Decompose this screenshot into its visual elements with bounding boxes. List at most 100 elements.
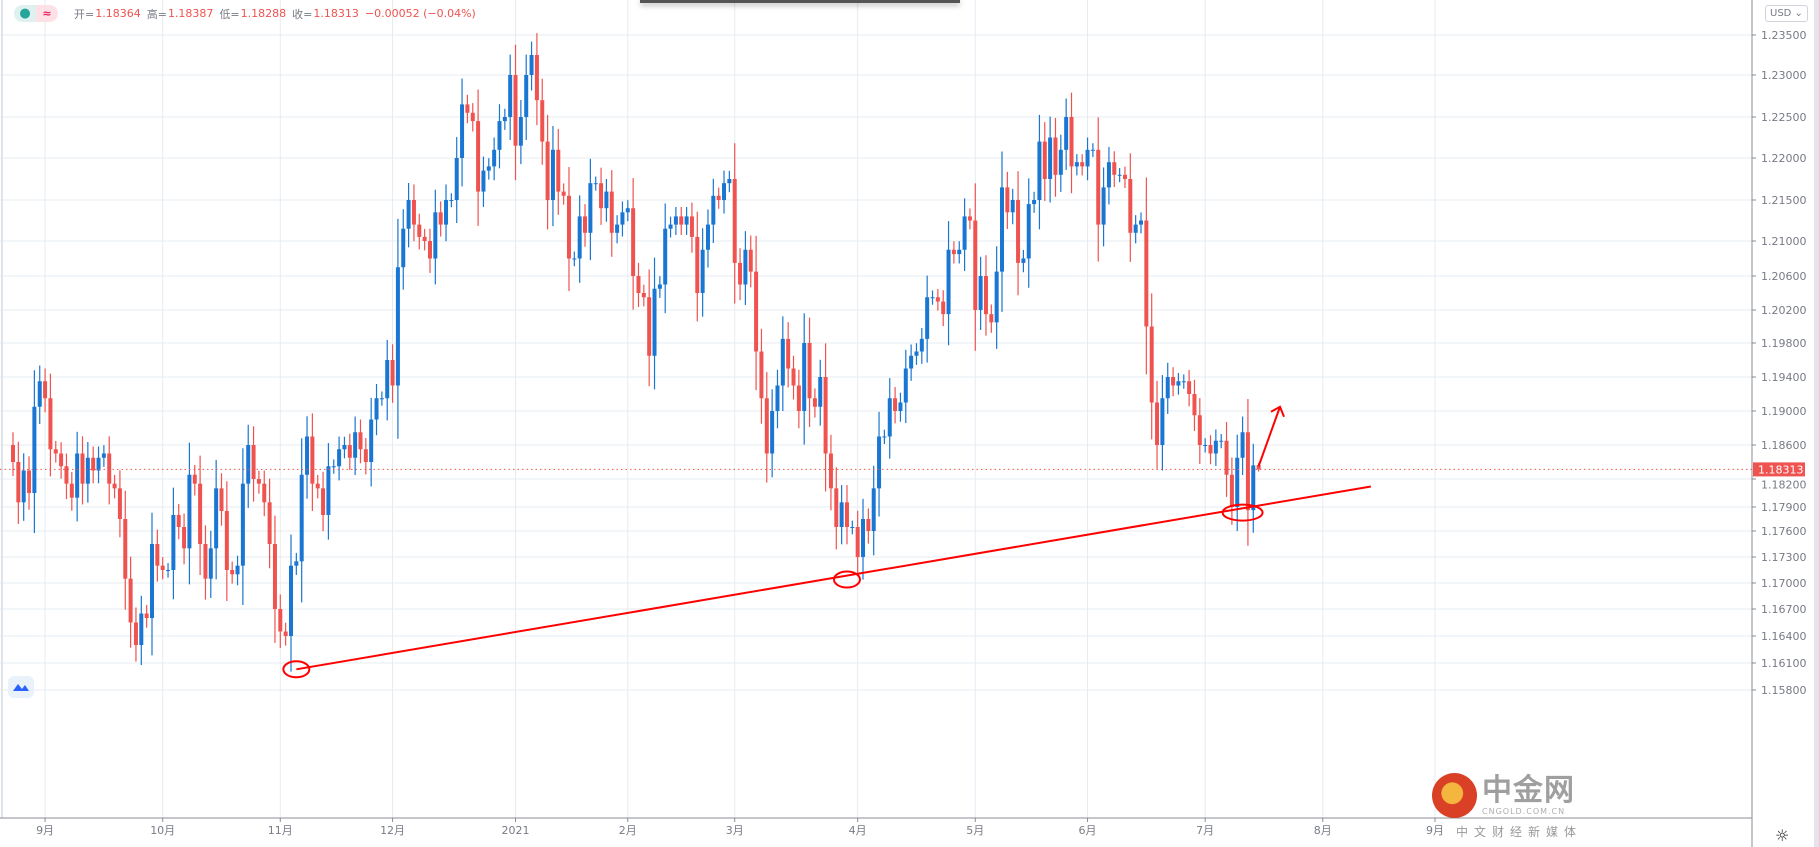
candle bbox=[235, 555, 240, 586]
candle-body bbox=[700, 249, 705, 293]
candle bbox=[182, 513, 187, 565]
candle bbox=[716, 187, 721, 209]
candle-body bbox=[1074, 162, 1079, 167]
candle-body bbox=[1224, 440, 1229, 475]
candle bbox=[727, 170, 732, 193]
candle bbox=[550, 126, 555, 227]
candle bbox=[176, 503, 181, 540]
candle-body bbox=[417, 224, 422, 237]
candle-body bbox=[198, 483, 203, 544]
candle bbox=[631, 178, 636, 310]
candle-body bbox=[294, 561, 299, 566]
candle bbox=[283, 622, 288, 646]
candle-body bbox=[786, 338, 791, 369]
candle-body bbox=[427, 241, 432, 259]
status-pill[interactable]: ● ≈ bbox=[14, 5, 58, 22]
candle-body bbox=[1160, 398, 1165, 445]
candle-body bbox=[251, 445, 256, 479]
candle bbox=[171, 487, 176, 600]
price-tick-label: 1.22000 bbox=[1761, 152, 1807, 165]
candle-body bbox=[1219, 440, 1224, 442]
price-tick-label: 1.19000 bbox=[1761, 405, 1807, 418]
candle-body bbox=[1042, 141, 1047, 179]
candle-body bbox=[839, 502, 844, 527]
candle-body bbox=[1037, 141, 1042, 200]
candle bbox=[1042, 122, 1047, 201]
candle-body bbox=[1181, 381, 1186, 383]
candle-body bbox=[272, 544, 277, 609]
tradingview-logo-icon[interactable] bbox=[8, 676, 34, 698]
scrollbar[interactable] bbox=[1814, 0, 1819, 847]
candle bbox=[652, 257, 657, 390]
candle bbox=[454, 137, 459, 224]
candle bbox=[588, 158, 593, 261]
candle-body bbox=[1021, 258, 1026, 263]
candle bbox=[540, 78, 545, 165]
candle-body bbox=[946, 249, 951, 315]
candle-body bbox=[1058, 149, 1063, 175]
candle bbox=[1112, 151, 1117, 188]
candle-body bbox=[599, 183, 604, 209]
circle-marker bbox=[832, 570, 861, 589]
candle-body bbox=[545, 141, 550, 200]
time-tick-label: 10月 bbox=[150, 824, 175, 837]
candle bbox=[1149, 293, 1154, 440]
candle bbox=[96, 446, 101, 484]
candle bbox=[1240, 416, 1245, 476]
candle bbox=[438, 201, 443, 237]
candle bbox=[673, 206, 678, 235]
candle-body bbox=[363, 449, 368, 462]
price-tick-label: 1.17300 bbox=[1761, 551, 1807, 564]
candle-body bbox=[1256, 465, 1261, 470]
candle bbox=[1133, 215, 1138, 244]
candle-body bbox=[1096, 149, 1101, 225]
candle-body bbox=[866, 519, 871, 531]
candle-body bbox=[454, 158, 459, 200]
candle-body bbox=[160, 565, 165, 570]
candle bbox=[401, 209, 406, 290]
candle-body bbox=[278, 609, 283, 632]
candle bbox=[732, 143, 737, 304]
candle bbox=[1000, 151, 1005, 312]
candle-body bbox=[444, 200, 449, 225]
candle-body bbox=[492, 149, 497, 167]
candle bbox=[497, 104, 502, 169]
candle bbox=[80, 436, 85, 505]
candle bbox=[374, 384, 379, 436]
candle bbox=[422, 228, 427, 251]
candle bbox=[214, 459, 219, 580]
candle bbox=[796, 369, 801, 429]
popup-edge bbox=[640, 0, 960, 3]
candle bbox=[369, 397, 374, 487]
candle bbox=[11, 432, 15, 477]
candle-body bbox=[754, 271, 759, 352]
gear-icon[interactable]: ☼ bbox=[1775, 826, 1790, 845]
candle-body bbox=[315, 483, 320, 489]
price-tick-label: 1.22500 bbox=[1761, 111, 1807, 124]
candle-body bbox=[1171, 377, 1176, 386]
candle-body bbox=[310, 436, 315, 484]
candle bbox=[1208, 435, 1213, 465]
candle bbox=[839, 485, 844, 545]
candle bbox=[1048, 116, 1053, 203]
candle bbox=[192, 464, 197, 496]
candle-body bbox=[91, 457, 96, 471]
circle-marker bbox=[1221, 503, 1264, 522]
candle-body bbox=[834, 488, 839, 527]
candle bbox=[75, 431, 80, 522]
candle bbox=[1224, 422, 1229, 497]
time-tick-label: 6月 bbox=[1079, 824, 1097, 837]
candle-body bbox=[342, 445, 347, 450]
circle-marker bbox=[282, 660, 311, 679]
candle-body bbox=[540, 100, 545, 142]
candle bbox=[449, 193, 454, 208]
candle bbox=[385, 339, 390, 421]
candle bbox=[85, 442, 90, 503]
candle-body bbox=[449, 200, 454, 201]
currency-button[interactable]: USD ⌄ bbox=[1765, 5, 1808, 22]
candle-body bbox=[374, 398, 379, 420]
candle-body bbox=[1192, 394, 1197, 416]
candle-body bbox=[828, 453, 833, 489]
candle bbox=[823, 343, 828, 492]
